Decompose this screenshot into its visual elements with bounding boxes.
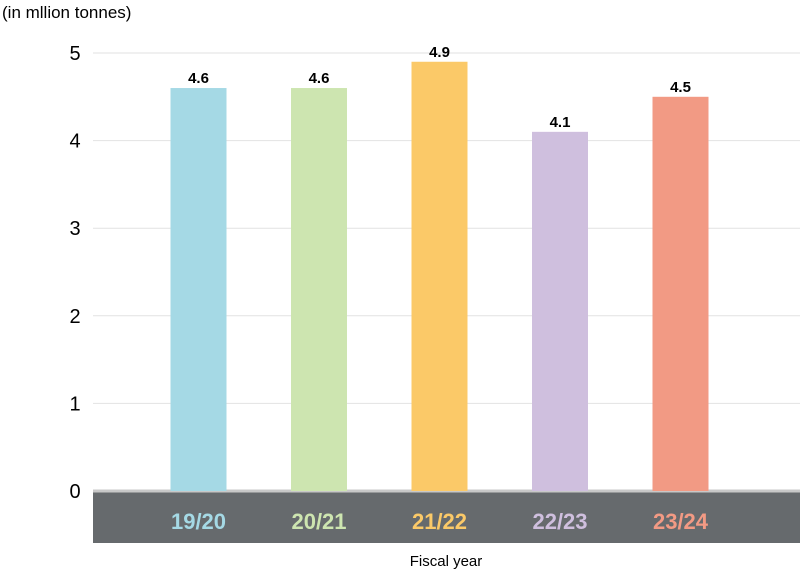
x-tick-label: 23/24 — [653, 509, 709, 534]
y-axis-label: (in mllion tonnes) — [2, 3, 131, 22]
y-tick-label: 1 — [69, 393, 80, 415]
y-tick-label: 4 — [69, 131, 80, 153]
bar-19-20 — [170, 88, 227, 491]
y-tick-label: 3 — [69, 218, 80, 240]
x-axis-ticks: 19/20 20/21 21/22 22/23 23/24 — [171, 509, 709, 534]
y-tick-label: 5 — [69, 43, 80, 65]
bar-23-24 — [652, 96, 709, 492]
data-label: 4.6 — [309, 70, 330, 87]
bar-22-23 — [532, 131, 588, 491]
data-label: 4.5 — [670, 79, 691, 96]
x-tick-label: 21/22 — [412, 509, 467, 534]
y-tick-label: 0 — [69, 481, 80, 503]
x-tick-label: 19/20 — [171, 509, 226, 534]
bar-21-22 — [411, 61, 468, 491]
x-tick-label: 20/21 — [291, 509, 346, 534]
bars: 4.6 4.6 4.9 4.1 4.5 — [170, 44, 709, 492]
y-axis-ticks: 0 1 2 3 4 5 — [69, 43, 80, 503]
x-tick-label: 22/23 — [532, 509, 587, 534]
x-axis-label: Fiscal year — [410, 553, 483, 570]
data-label: 4.9 — [429, 44, 450, 61]
data-label: 4.1 — [550, 114, 571, 131]
bar-20-21 — [291, 88, 347, 491]
data-label: 4.6 — [188, 70, 209, 87]
y-tick-label: 2 — [69, 306, 80, 328]
x-axis-band — [93, 491, 800, 543]
